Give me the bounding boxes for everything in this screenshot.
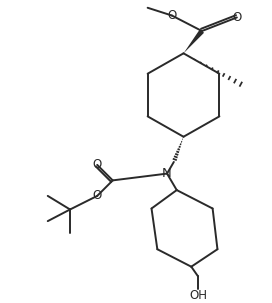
- Text: O: O: [167, 9, 177, 22]
- Text: O: O: [232, 11, 242, 24]
- Polygon shape: [184, 29, 204, 53]
- Text: N: N: [162, 167, 172, 180]
- Text: O: O: [92, 189, 102, 202]
- Text: OH: OH: [189, 289, 207, 302]
- Text: O: O: [92, 158, 102, 171]
